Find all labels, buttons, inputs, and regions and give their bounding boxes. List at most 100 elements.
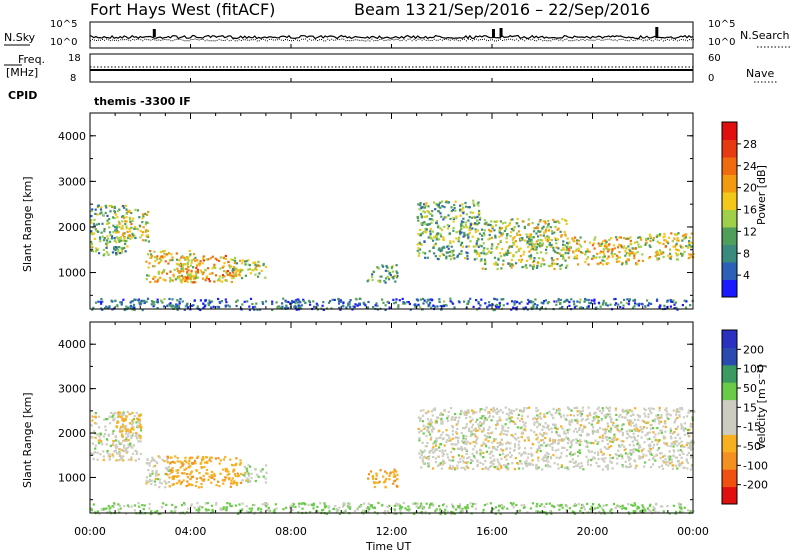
data-cell	[462, 456, 465, 459]
data-cell	[494, 438, 497, 441]
data-cell	[667, 417, 670, 420]
data-cell	[109, 233, 112, 237]
data-cell	[181, 300, 184, 303]
data-cell	[474, 440, 477, 443]
data-cell	[659, 304, 662, 307]
data-cell	[665, 442, 668, 445]
data-cell	[589, 508, 592, 511]
data-cell	[193, 277, 196, 280]
data-cell	[510, 231, 513, 234]
data-cell	[483, 420, 486, 423]
data-cell	[423, 211, 426, 214]
data-cell	[545, 252, 548, 255]
data-cell	[108, 415, 111, 418]
data-cell	[590, 423, 593, 426]
data-cell	[323, 506, 327, 509]
data-cell	[294, 506, 297, 509]
data-cell	[554, 423, 557, 426]
data-cell	[655, 414, 658, 417]
data-cell	[539, 234, 542, 237]
data-cell	[166, 473, 169, 476]
data-cell	[537, 230, 540, 233]
data-cell	[508, 223, 511, 226]
data-cell	[644, 434, 647, 437]
data-cell	[621, 507, 624, 510]
data-cell	[394, 280, 397, 283]
data-cell	[213, 472, 216, 475]
data-cell	[453, 306, 456, 309]
data-cell	[517, 413, 520, 416]
data-cell	[170, 460, 173, 464]
data-cell	[659, 457, 662, 460]
data-cell	[621, 432, 624, 435]
data-cell	[227, 260, 230, 264]
data-cell	[653, 455, 656, 458]
noise-sky-label: N.Sky	[4, 31, 36, 44]
data-cell	[627, 237, 630, 240]
data-cell	[456, 254, 459, 257]
data-cell	[457, 240, 460, 243]
data-cell	[609, 457, 612, 460]
data-cell	[660, 420, 663, 423]
data-cell	[559, 413, 562, 416]
data-cell	[517, 230, 521, 233]
data-cell	[156, 301, 159, 304]
data-cell	[414, 502, 417, 505]
data-cell	[604, 457, 607, 460]
data-cell	[508, 408, 511, 411]
data-cell	[369, 470, 373, 473]
data-cell	[605, 240, 608, 243]
data-cell	[282, 297, 285, 300]
data-cell	[428, 223, 431, 226]
data-cell	[634, 407, 637, 410]
data-cell	[649, 452, 652, 455]
data-cell	[669, 427, 672, 430]
data-cell	[182, 276, 185, 279]
data-cell	[491, 431, 494, 434]
data-cell	[632, 444, 635, 447]
colorbar-swatch	[722, 227, 737, 245]
data-cell	[472, 245, 475, 248]
data-cell	[438, 449, 441, 452]
data-cell	[462, 221, 465, 224]
data-cell	[560, 464, 564, 467]
noise-search-label: N.Search	[740, 29, 790, 42]
data-cell	[169, 259, 172, 262]
data-cell	[688, 240, 691, 243]
data-cell	[475, 451, 479, 454]
data-cell	[520, 300, 523, 304]
data-cell	[565, 249, 568, 252]
data-cell	[641, 504, 644, 507]
data-cell	[158, 481, 162, 484]
data-cell	[549, 510, 552, 513]
y-tick-label: 2000	[58, 221, 86, 234]
data-cell	[576, 439, 579, 442]
data-cell	[340, 300, 343, 303]
data-cell	[428, 506, 431, 509]
data-cell	[517, 248, 521, 251]
data-cell	[594, 507, 597, 510]
data-cell	[135, 411, 138, 415]
data-cell	[610, 461, 613, 464]
data-cell	[679, 246, 683, 249]
data-cell	[196, 305, 199, 308]
data-cell	[489, 451, 493, 454]
data-cell	[121, 234, 124, 237]
data-cell	[633, 418, 636, 421]
data-cell	[642, 453, 645, 456]
data-cell	[124, 242, 127, 246]
data-cell	[535, 438, 538, 441]
data-cell	[147, 266, 150, 269]
data-cell	[535, 464, 538, 467]
data-cell	[547, 239, 550, 242]
data-cell	[567, 247, 570, 251]
data-cell	[487, 428, 490, 431]
data-cell	[422, 297, 425, 300]
data-cell	[568, 408, 571, 411]
data-cell	[231, 258, 234, 262]
data-cell	[90, 209, 93, 213]
data-cell	[231, 277, 234, 280]
data-cell	[606, 447, 609, 451]
data-cell	[461, 449, 464, 452]
data-cell	[633, 437, 636, 440]
